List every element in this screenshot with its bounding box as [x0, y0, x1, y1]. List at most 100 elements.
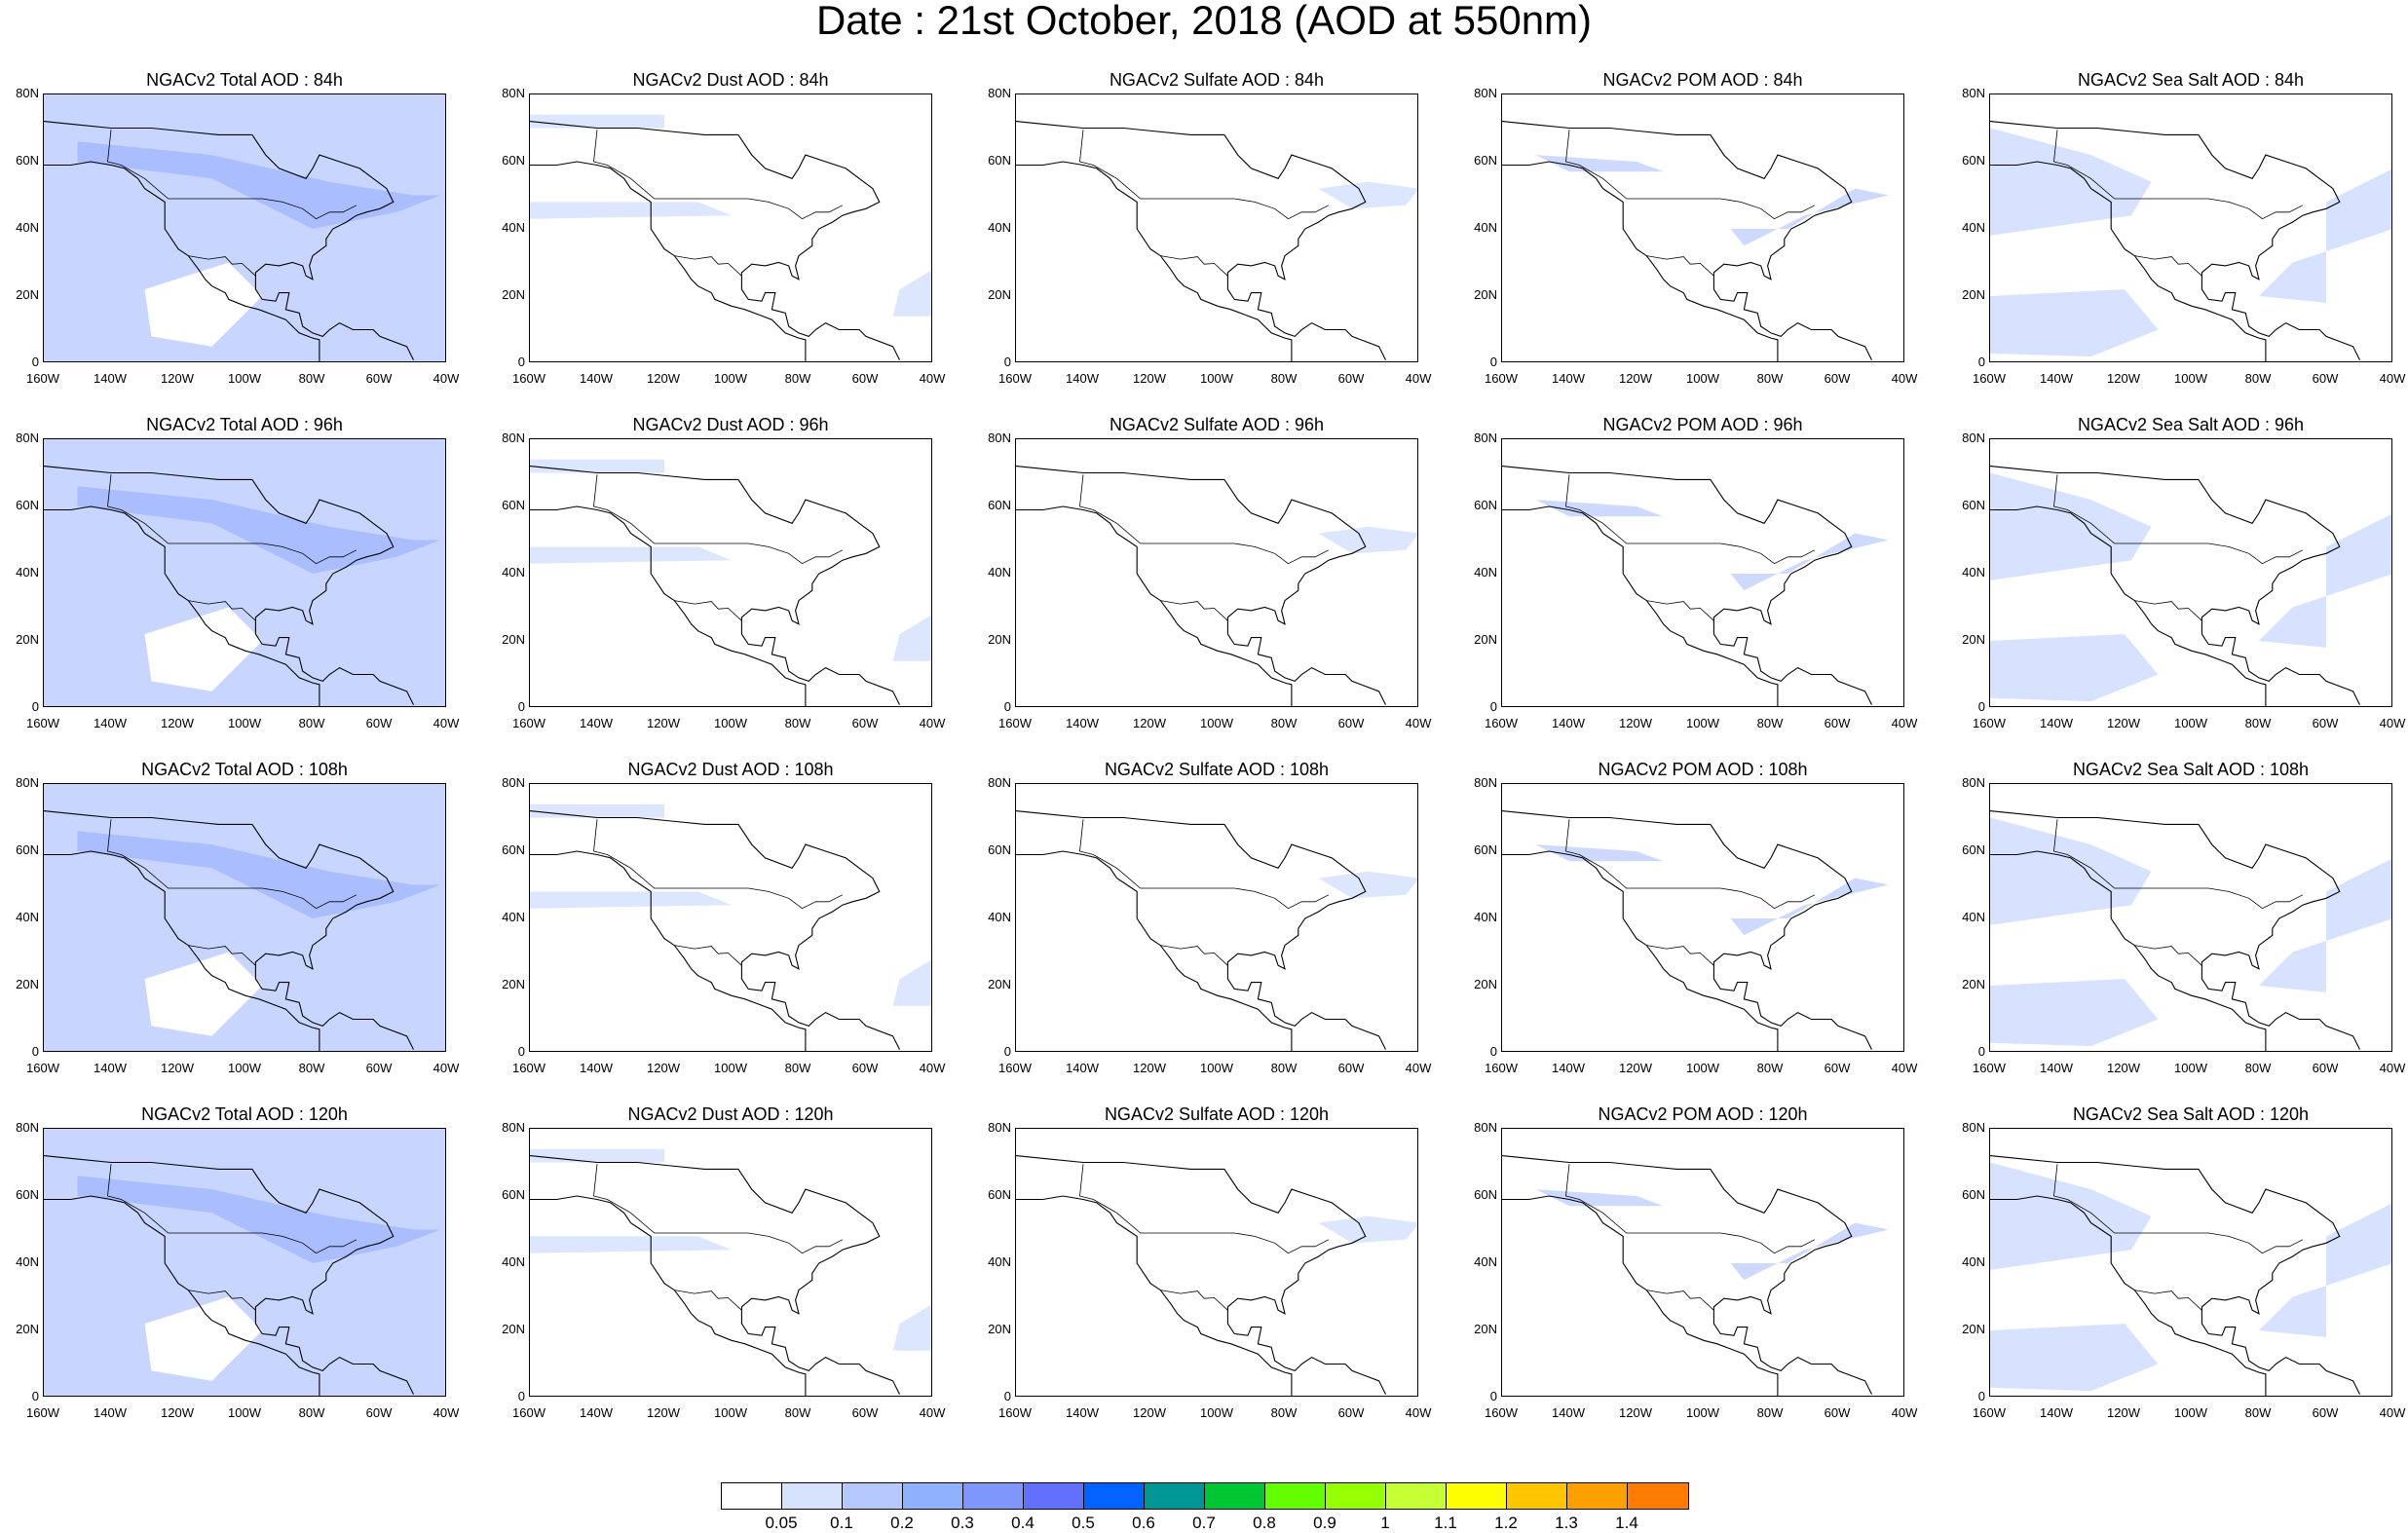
- border-line: [593, 1164, 844, 1254]
- lon-tick-label: 60W: [365, 716, 393, 730]
- border-line: [2053, 130, 2304, 220]
- lon-tick-label: 80W: [298, 1061, 325, 1075]
- lat-tick-label: 60N: [1474, 153, 1497, 168]
- lon-tick-label: 60W: [2312, 371, 2339, 386]
- lat-tick-label: 0: [1489, 1389, 1497, 1403]
- coastline: [44, 1155, 414, 1395]
- lon-tick-label: 40W: [1891, 716, 1918, 730]
- lon-tick-label: 80W: [298, 716, 325, 730]
- aod-shading: [1990, 472, 2152, 580]
- lon-tick-label: 120W: [647, 1061, 680, 1075]
- lat-tick-label: 40N: [502, 1254, 525, 1269]
- lat-tick-label: 40N: [1474, 1254, 1497, 1269]
- lat-tick-label: 0: [1489, 1044, 1497, 1059]
- panel-title: NGACv2 Sea Salt AOD : 108h: [2072, 760, 2310, 779]
- panel-title: NGACv2 POM AOD : 120h: [1598, 1104, 1808, 1124]
- lon-tick-label: 60W: [365, 1061, 393, 1075]
- lon-tick-label: 100W: [228, 716, 261, 730]
- lat-tick-label: 20N: [16, 632, 39, 647]
- aod-shading: [530, 546, 732, 564]
- coastline: [1016, 1195, 1293, 1396]
- colorbar-label: 1.3: [1555, 1514, 1578, 1532]
- lat-tick-label: 0: [31, 355, 39, 369]
- lon-tick-label: 100W: [2174, 1405, 2207, 1420]
- colorbar-label: 1.1: [1434, 1514, 1457, 1532]
- coastline: [530, 810, 900, 1050]
- panel-title: NGACv2 Dust AOD : 108h: [627, 760, 834, 779]
- lon-tick-label: 140W: [1552, 716, 1585, 730]
- lat-tick-label: 80N: [16, 1120, 39, 1135]
- colorbar-label: 0.1: [830, 1514, 853, 1532]
- lon-tick-label: 40W: [1405, 371, 1432, 386]
- lon-tick-label: 40W: [1891, 1061, 1918, 1075]
- lat-tick-label: 20N: [988, 977, 1011, 991]
- border-line: [2134, 600, 2202, 621]
- lat-tick-label: 60N: [988, 498, 1011, 512]
- lat-tick-label: 0: [1003, 355, 1011, 369]
- lon-tick-label: 140W: [580, 1061, 613, 1075]
- lat-tick-label: 80N: [1474, 775, 1497, 790]
- lon-tick-label: 60W: [1337, 371, 1365, 386]
- lon-tick-label: 40W: [1891, 371, 1918, 386]
- lon-tick-label: 100W: [2174, 716, 2207, 730]
- map-panel-sulfate-row4: NGACv2 Sulfate AOD : 120h 80N 60N 40N 20N 0 16…: [988, 1104, 1431, 1420]
- panel-title: NGACv2 Total AOD : 108h: [141, 760, 348, 779]
- lat-tick-label: 60N: [502, 498, 525, 512]
- lon-tick-label: 100W: [714, 1405, 747, 1420]
- coastline: [1990, 121, 2360, 360]
- lon-tick-label: 60W: [365, 371, 393, 386]
- lon-tick-label: 40W: [1405, 1061, 1432, 1075]
- border-line: [188, 255, 256, 277]
- lat-tick-label: 20N: [502, 977, 525, 991]
- panel-title: NGACv2 Dust AOD : 120h: [627, 1104, 834, 1124]
- lat-tick-label: 0: [31, 1044, 39, 1059]
- border-line: [1079, 474, 1330, 565]
- lat-tick-label: 40N: [1474, 910, 1497, 924]
- aod-shading: [530, 202, 732, 219]
- panel-title: NGACv2 POM AOD : 108h: [1598, 760, 1808, 779]
- lat-tick-label: 0: [1977, 355, 1985, 369]
- coastline: [1502, 505, 1779, 706]
- lon-tick-label: 100W: [1686, 716, 1719, 730]
- map-panel-dust-row3: NGACv2 Dust AOD : 108h 80N 60N 40N 20N 0 160W 1…: [502, 760, 945, 1075]
- map-frame: [1015, 783, 1418, 1052]
- lat-tick-label: 80N: [988, 430, 1011, 445]
- map-panel-pom-row1: NGACv2 POM AOD : 84h 80N 60N 40N 20N 0 160W 140…: [1474, 70, 1917, 386]
- lat-tick-label: 40N: [16, 1254, 39, 1269]
- border-line: [1079, 819, 1330, 910]
- lon-tick-label: 120W: [161, 371, 194, 386]
- lat-tick-label: 20N: [1962, 287, 1985, 302]
- border-line: [2053, 819, 2304, 910]
- lat-tick-label: 80N: [988, 775, 1011, 790]
- lat-tick-label: 80N: [1474, 430, 1497, 445]
- colorbar-label: 0.6: [1132, 1514, 1155, 1532]
- lon-tick-label: 160W: [1973, 371, 2006, 386]
- aod-shading: [144, 607, 263, 692]
- border-line: [1079, 1164, 1330, 1254]
- lon-tick-label: 160W: [1485, 1405, 1518, 1420]
- map-frame: [529, 438, 932, 707]
- map-panel-sulfate-row1: NGACv2 Sulfate AOD : 84h 80N 60N 40N 20N 0 160…: [988, 70, 1431, 386]
- lon-tick-label: 160W: [998, 716, 1032, 730]
- map-frame: [43, 93, 446, 362]
- aod-shading: [2259, 513, 2391, 648]
- lon-tick-label: 160W: [1485, 1061, 1518, 1075]
- coastline: [44, 1195, 320, 1396]
- colorbar-swatch: [963, 1483, 1024, 1509]
- lat-tick-label: 60N: [502, 842, 525, 857]
- lon-tick-label: 80W: [2244, 716, 2272, 730]
- lon-tick-label: 80W: [784, 716, 811, 730]
- page-title: Date : 21st October, 2018 (AOD at 550nm): [815, 0, 1593, 43]
- coastline: [1990, 1195, 2267, 1396]
- lon-tick-label: 120W: [1133, 371, 1166, 386]
- map-frame: [1501, 438, 1904, 707]
- lat-tick-label: 20N: [502, 632, 525, 647]
- border-line: [1565, 130, 1816, 220]
- lon-tick-label: 160W: [512, 1061, 546, 1075]
- aod-shading: [1318, 181, 1417, 209]
- panel-title: NGACv2 Dust AOD : 96h: [632, 415, 829, 434]
- lat-tick-label: 40N: [16, 910, 39, 924]
- colorbar-swatch: [843, 1483, 903, 1509]
- lat-tick-label: 80N: [502, 430, 525, 445]
- aod-shading: [2259, 168, 2391, 303]
